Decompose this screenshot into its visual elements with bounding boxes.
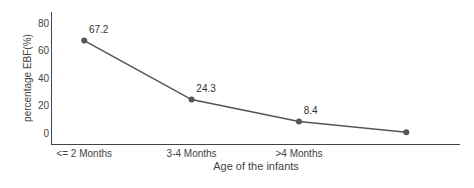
- svg-text:67.2: 67.2: [89, 24, 109, 35]
- svg-text:40: 40: [38, 73, 50, 84]
- svg-text:Age of the infants: Age of the infants: [213, 160, 299, 172]
- svg-text:<= 2 Months: <= 2 Months: [56, 148, 112, 159]
- svg-text:60: 60: [38, 45, 50, 56]
- svg-text:80: 80: [38, 18, 50, 29]
- svg-text:>4 Months: >4 Months: [275, 148, 322, 159]
- svg-text:percentage EBF(%): percentage EBF(%): [22, 34, 33, 122]
- svg-text:3-4 Months: 3-4 Months: [167, 148, 217, 159]
- svg-text:24.3: 24.3: [196, 83, 216, 94]
- svg-text:8.4: 8.4: [304, 105, 318, 116]
- svg-text:20: 20: [38, 100, 50, 111]
- svg-text:0: 0: [43, 128, 49, 139]
